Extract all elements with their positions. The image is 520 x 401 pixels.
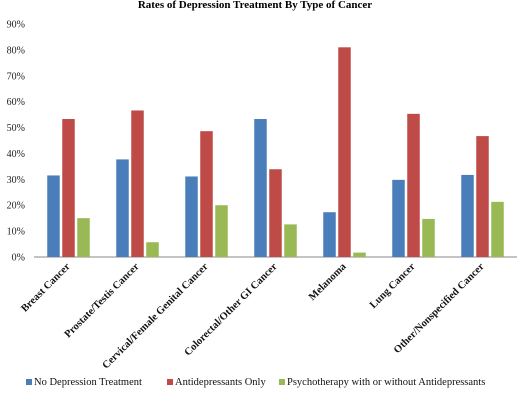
bar <box>338 47 351 257</box>
bar <box>131 110 144 257</box>
bar <box>77 218 90 257</box>
y-tick-label: 20% <box>7 201 25 212</box>
bars <box>47 47 504 257</box>
bar <box>476 136 489 257</box>
bar <box>269 169 282 257</box>
bar <box>353 252 366 257</box>
y-tick-label: 90% <box>7 20 25 31</box>
y-tick-label: 0% <box>12 253 25 264</box>
bar <box>491 201 504 257</box>
legend-swatch <box>26 379 32 385</box>
bar <box>146 242 159 257</box>
bar <box>185 176 198 257</box>
legend-label: Antidepressants Only <box>175 377 266 388</box>
bar <box>284 224 297 257</box>
legend: No Depression Treatment Antidepressants O… <box>26 377 485 388</box>
y-axis: 0% 10% 20% 30% 40% 50% 60% 70% 80% 90% <box>7 20 25 264</box>
x-tick-label: Breast Cancer <box>19 261 72 314</box>
y-tick-label: 60% <box>7 97 25 108</box>
bar <box>461 174 474 257</box>
x-tick-label: Lung Cancer <box>368 261 418 311</box>
legend-swatch <box>167 379 173 385</box>
bar <box>200 131 213 257</box>
legend-swatch <box>279 379 285 385</box>
bar <box>215 205 228 257</box>
bar <box>62 119 75 257</box>
bar <box>323 212 336 257</box>
bar <box>116 159 129 257</box>
bar <box>254 119 267 257</box>
y-tick-label: 40% <box>7 149 25 160</box>
y-tick-label: 50% <box>7 123 25 134</box>
y-tick-label: 30% <box>7 175 25 186</box>
x-tick-label: Prostate/Testis Cancer <box>63 261 142 340</box>
legend-label: No Depression Treatment <box>34 377 142 388</box>
chart-title: Rates of Depression Treatment By Type of… <box>138 0 372 11</box>
bar <box>47 175 60 257</box>
y-tick-label: 80% <box>7 45 25 56</box>
bar <box>422 218 435 257</box>
y-tick-label: 10% <box>7 227 25 238</box>
y-tick-label: 70% <box>7 71 25 82</box>
legend-label: Psychotherapy with or without Antidepres… <box>287 377 485 388</box>
x-tick-label: Melanoma <box>307 261 349 303</box>
bar <box>392 179 405 257</box>
bar <box>407 113 420 257</box>
